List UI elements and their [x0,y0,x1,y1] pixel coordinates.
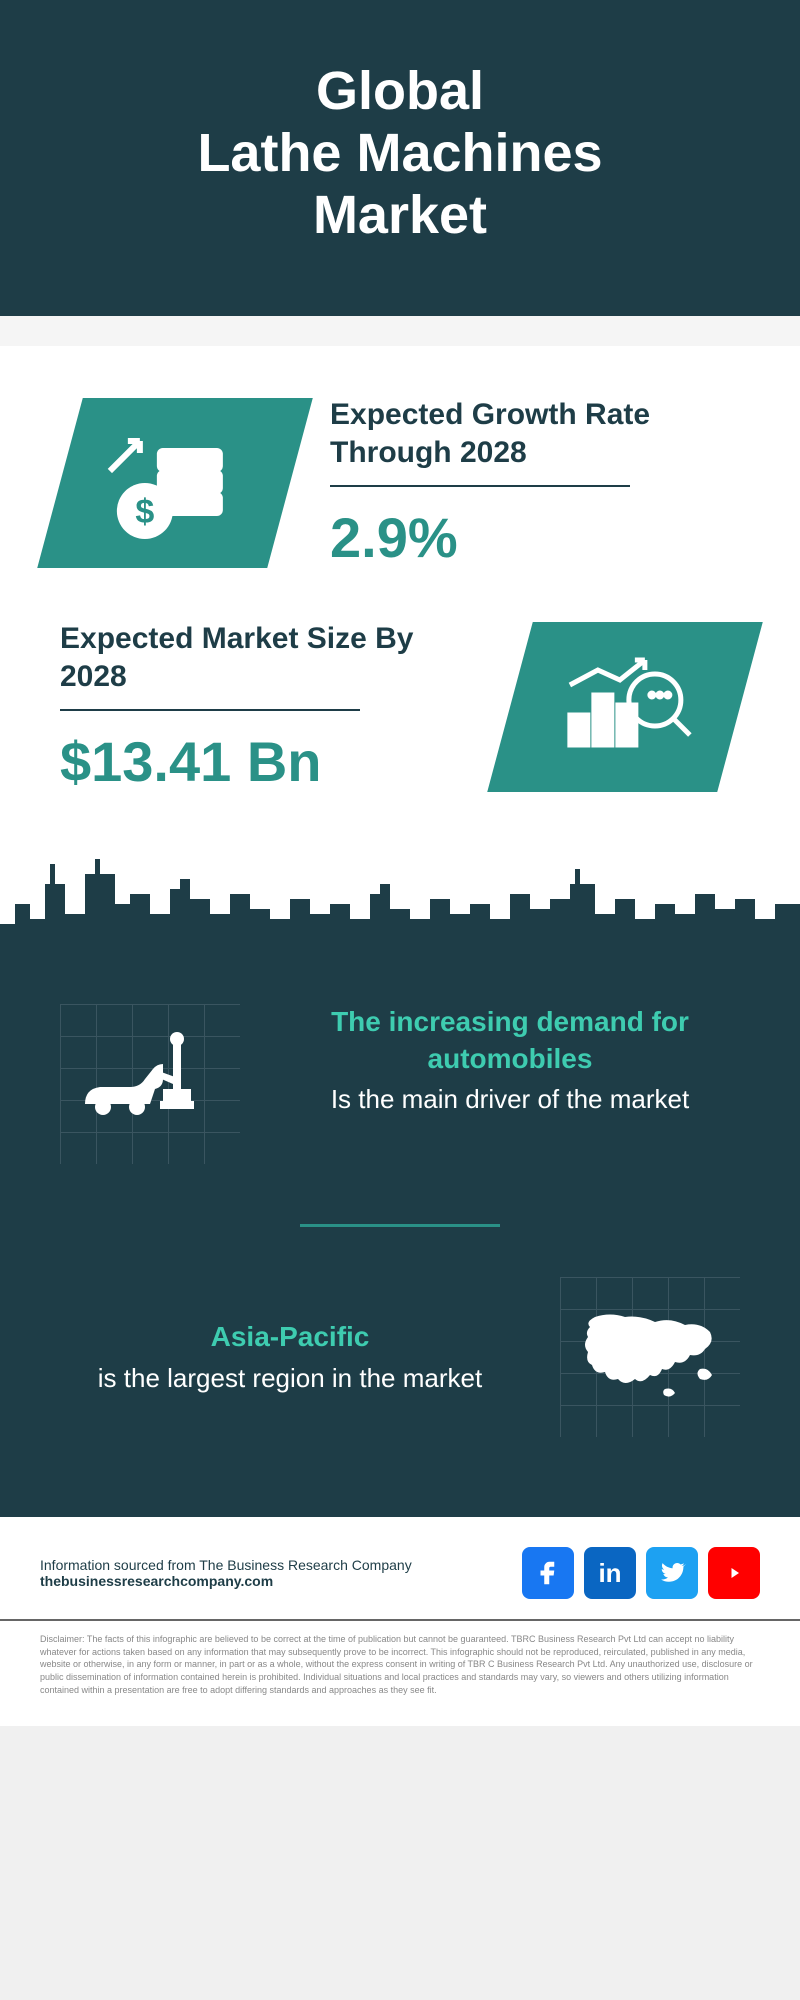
title-line-1: Global [316,61,484,121]
region-text: Asia-Pacific is the largest region in th… [60,1319,520,1395]
robot-car-icon-panel [60,1004,240,1164]
driver-text: The increasing demand for automobiles Is… [280,1004,740,1117]
social-icons-row: in [522,1547,760,1599]
linkedin-icon[interactable]: in [584,1547,636,1599]
region-block: Asia-Pacific is the largest region in th… [60,1277,740,1437]
separator-strip [0,316,800,346]
driver-subtext: Is the main driver of the market [280,1083,740,1117]
money-growth-icon: $ [100,421,250,541]
growth-rate-block: $ Expected Growth Rate Through 2028 2.9% [60,396,740,570]
infographic-container: Global Lathe Machines Market [0,0,800,1726]
region-subtext: is the largest region in the market [60,1362,520,1396]
divider [330,485,630,487]
growth-text: Expected Growth Rate Through 2028 2.9% [330,396,740,570]
analytics-icon-panel [487,622,763,792]
robot-car-icon [75,1029,225,1139]
youtube-icon[interactable] [708,1547,760,1599]
market-size-text: Expected Market Size By 2028 $13.41 Bn [60,620,470,794]
footer-bar: Information sourced from The Business Re… [0,1517,800,1621]
twitter-icon[interactable] [646,1547,698,1599]
skyline-silhouette [0,844,800,964]
driver-highlight: The increasing demand for automobiles [280,1004,740,1077]
asia-map-icon [570,1297,730,1417]
dark-insight-section: The increasing demand for automobiles Is… [0,964,800,1517]
title-line-3: Market [313,185,487,245]
header-panel: Global Lathe Machines Market [0,0,800,316]
title-line-2: Lathe Machines [197,123,602,183]
analytics-icon [550,645,700,765]
teal-divider [300,1224,500,1227]
divider [60,709,360,711]
market-size-label: Expected Market Size By 2028 [60,620,470,695]
facebook-icon[interactable] [522,1547,574,1599]
region-highlight: Asia-Pacific [60,1319,520,1355]
market-driver-block: The increasing demand for automobiles Is… [60,1004,740,1164]
source-info: Information sourced from The Business Re… [40,1557,412,1589]
market-size-value: $13.41 Bn [60,729,470,794]
growth-icon-panel: $ [37,398,313,568]
source-label: Information sourced from The Business Re… [40,1557,412,1573]
growth-value: 2.9% [330,505,740,570]
growth-label: Expected Growth Rate Through 2028 [330,396,740,471]
stats-section: $ Expected Growth Rate Through 2028 2.9%… [0,346,800,844]
source-link[interactable]: thebusinessresearchcompany.com [40,1573,412,1589]
asia-map-icon-panel [560,1277,740,1437]
disclaimer-text: Disclaimer: The facts of this infographi… [0,1621,800,1726]
main-title: Global Lathe Machines Market [40,60,760,246]
svg-text:$: $ [136,493,155,531]
market-size-block: Expected Market Size By 2028 $13.41 Bn [60,620,740,794]
